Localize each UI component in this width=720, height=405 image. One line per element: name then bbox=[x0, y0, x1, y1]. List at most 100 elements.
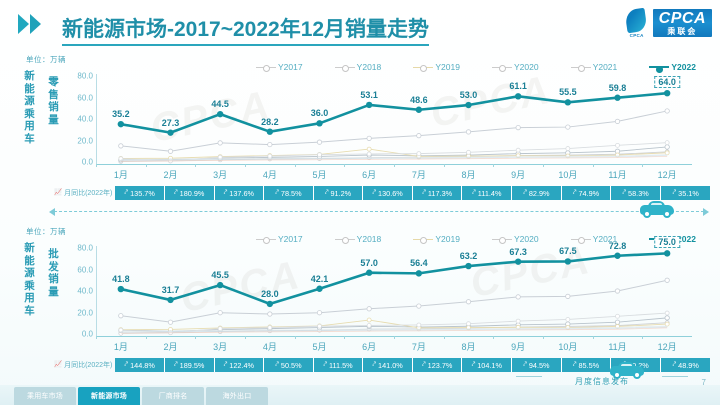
data-point bbox=[465, 299, 472, 305]
x-axis-tick bbox=[96, 336, 97, 339]
pct-value: 74.9% bbox=[578, 188, 600, 198]
unit-label: 单位：万辆 bbox=[26, 227, 66, 236]
panel-wholesale: 单位：万辆 新能源乘用车 批发销量 Y2017 Y2018 Y2019 Y202… bbox=[0, 224, 720, 389]
x-axis-label: 1月 bbox=[113, 170, 128, 180]
legend-item-y2018[interactable]: Y2018 bbox=[334, 234, 381, 244]
series-line-faint bbox=[120, 327, 668, 334]
data-label: 31.7 bbox=[161, 284, 180, 295]
trend-up-icon: ⤤ bbox=[572, 189, 577, 196]
y-axis-wholesale: 0.0 20.0 40.0 60.0 80.0 bbox=[66, 244, 96, 339]
trend-up-icon: ⤤ bbox=[572, 361, 577, 368]
x-axis-tick bbox=[443, 336, 445, 339]
pct-cell: ⤤ 104.1% bbox=[462, 358, 513, 372]
data-point bbox=[614, 94, 621, 101]
plot-area-wholesale: 41.8 31.7 45.5 28.0 42.1 57.0 56.4 63.2 67.3 67.5… bbox=[96, 236, 692, 336]
data-point bbox=[564, 258, 572, 265]
pct-value: 135.7% bbox=[130, 188, 155, 198]
footer-tab-0[interactable]: 乘用车市场 bbox=[14, 387, 76, 405]
pct-cell: ⤤ 78.5% bbox=[264, 186, 314, 200]
data-point bbox=[267, 153, 273, 159]
footer-tab-3[interactable]: 海外出口 bbox=[206, 387, 268, 405]
data-label: 41.8 bbox=[112, 274, 130, 285]
data-label: 56.4 bbox=[410, 258, 428, 269]
legend-swatch bbox=[570, 237, 591, 244]
logo-mark-icon: CPCA bbox=[624, 7, 650, 38]
data-point bbox=[117, 285, 125, 293]
pct-value: 35.1% bbox=[678, 188, 699, 198]
legend-item-y2017[interactable]: Y2017 bbox=[256, 234, 303, 244]
series-line-y2022 bbox=[120, 252, 668, 306]
data-point bbox=[316, 139, 323, 145]
series-line-y2020 bbox=[120, 312, 668, 334]
data-point bbox=[664, 144, 670, 150]
data-point bbox=[216, 281, 224, 289]
data-point bbox=[267, 325, 273, 330]
chart-retail: Y2017 Y2018 Y2019 Y2020 Y2021 Y2022 0.0 2… bbox=[66, 60, 706, 180]
data-label: 44.5 bbox=[211, 99, 229, 110]
x-axis-tick bbox=[543, 336, 544, 339]
legend-label: Y2022 bbox=[671, 234, 696, 244]
pct-label-text: 月同比(2022年) bbox=[64, 190, 113, 197]
y-axis-line bbox=[96, 74, 97, 164]
data-label: 64.0 bbox=[654, 76, 680, 89]
data-point bbox=[366, 151, 372, 157]
data-point bbox=[565, 317, 571, 322]
legend-item-y2017[interactable]: Y2017 bbox=[256, 62, 303, 72]
y-axis-tick: 80.0 bbox=[77, 71, 93, 81]
panel-retail: 单位：万辆 新能源乘用车 零售销量 Y2017 Y2018 Y2019 Y202… bbox=[0, 52, 720, 218]
data-point bbox=[365, 101, 373, 109]
data-label: 36.0 bbox=[310, 108, 329, 119]
legend-item-y2019[interactable]: Y2019 bbox=[413, 62, 460, 72]
pct-cell: ⤤ 123.7% bbox=[412, 358, 463, 372]
data-point bbox=[216, 110, 224, 118]
trend-up-icon: 📈 bbox=[54, 361, 63, 368]
series-line-y2021 bbox=[120, 279, 668, 323]
data-point bbox=[366, 135, 372, 141]
cpca-logo: CPCA CPCA 乘联会 bbox=[624, 7, 712, 38]
data-point bbox=[615, 313, 620, 319]
footer-tab-2[interactable]: 厂商排名 bbox=[142, 387, 204, 405]
pct-value: 82.9% bbox=[528, 188, 550, 198]
chart-legend: Y2017 Y2018 Y2019 Y2020 Y2021 Y2022 bbox=[256, 60, 696, 74]
legend-item-y2018[interactable]: Y2018 bbox=[334, 62, 381, 72]
data-point bbox=[415, 106, 423, 113]
pct-value: 91.2% bbox=[330, 188, 352, 198]
x-axis-tick bbox=[145, 336, 147, 339]
x-axis-label: 9月 bbox=[511, 342, 526, 352]
x-axis-label: 2月 bbox=[163, 342, 178, 352]
data-point bbox=[217, 310, 223, 316]
series-lines bbox=[117, 90, 671, 164]
legend-item-y2022[interactable]: Y2022 bbox=[649, 62, 696, 73]
data-point bbox=[118, 313, 124, 319]
legend-item-y2019[interactable]: Y2019 bbox=[413, 234, 460, 244]
pct-value: 189.5% bbox=[179, 360, 205, 370]
pct-value: 58.3% bbox=[628, 188, 649, 198]
pct-cell: ⤤ 50.5% bbox=[264, 358, 314, 372]
pct-cell: ⤤ 82.9% bbox=[512, 186, 562, 200]
data-label: 42.1 bbox=[310, 273, 329, 284]
data-point bbox=[515, 324, 521, 330]
pct-value: 70.2% bbox=[628, 360, 649, 370]
series-line-faint bbox=[120, 325, 668, 332]
legend-item-y2020[interactable]: Y2020 bbox=[492, 234, 539, 244]
legend-item-y2020[interactable]: Y2020 bbox=[492, 62, 539, 72]
data-label: 67.5 bbox=[559, 246, 577, 257]
page-title: 新能源市场-2017~2022年12月销量走势 bbox=[62, 13, 430, 46]
x-axis-label: 9月 bbox=[511, 170, 526, 180]
pct-value: 94.5% bbox=[528, 360, 550, 370]
data-point bbox=[564, 99, 572, 106]
data-point bbox=[416, 133, 422, 139]
data-point bbox=[615, 142, 620, 148]
legend-swatch bbox=[413, 65, 434, 72]
x-axis-tick bbox=[195, 336, 197, 339]
legend-item-y2021[interactable]: Y2021 bbox=[570, 234, 617, 244]
footer-tab-1[interactable]: 新能源市场 bbox=[78, 387, 140, 405]
data-label: 59.8 bbox=[608, 82, 627, 93]
pct-value: 48.9% bbox=[678, 360, 699, 370]
legend-item-y2021[interactable]: Y2021 bbox=[570, 62, 617, 72]
data-point bbox=[515, 147, 521, 153]
pct-cell: ⤤ 111.4% bbox=[462, 186, 513, 200]
data-point bbox=[664, 277, 670, 283]
trend-up-icon: ⤤ bbox=[471, 361, 476, 368]
x-axis-tick bbox=[642, 336, 644, 339]
